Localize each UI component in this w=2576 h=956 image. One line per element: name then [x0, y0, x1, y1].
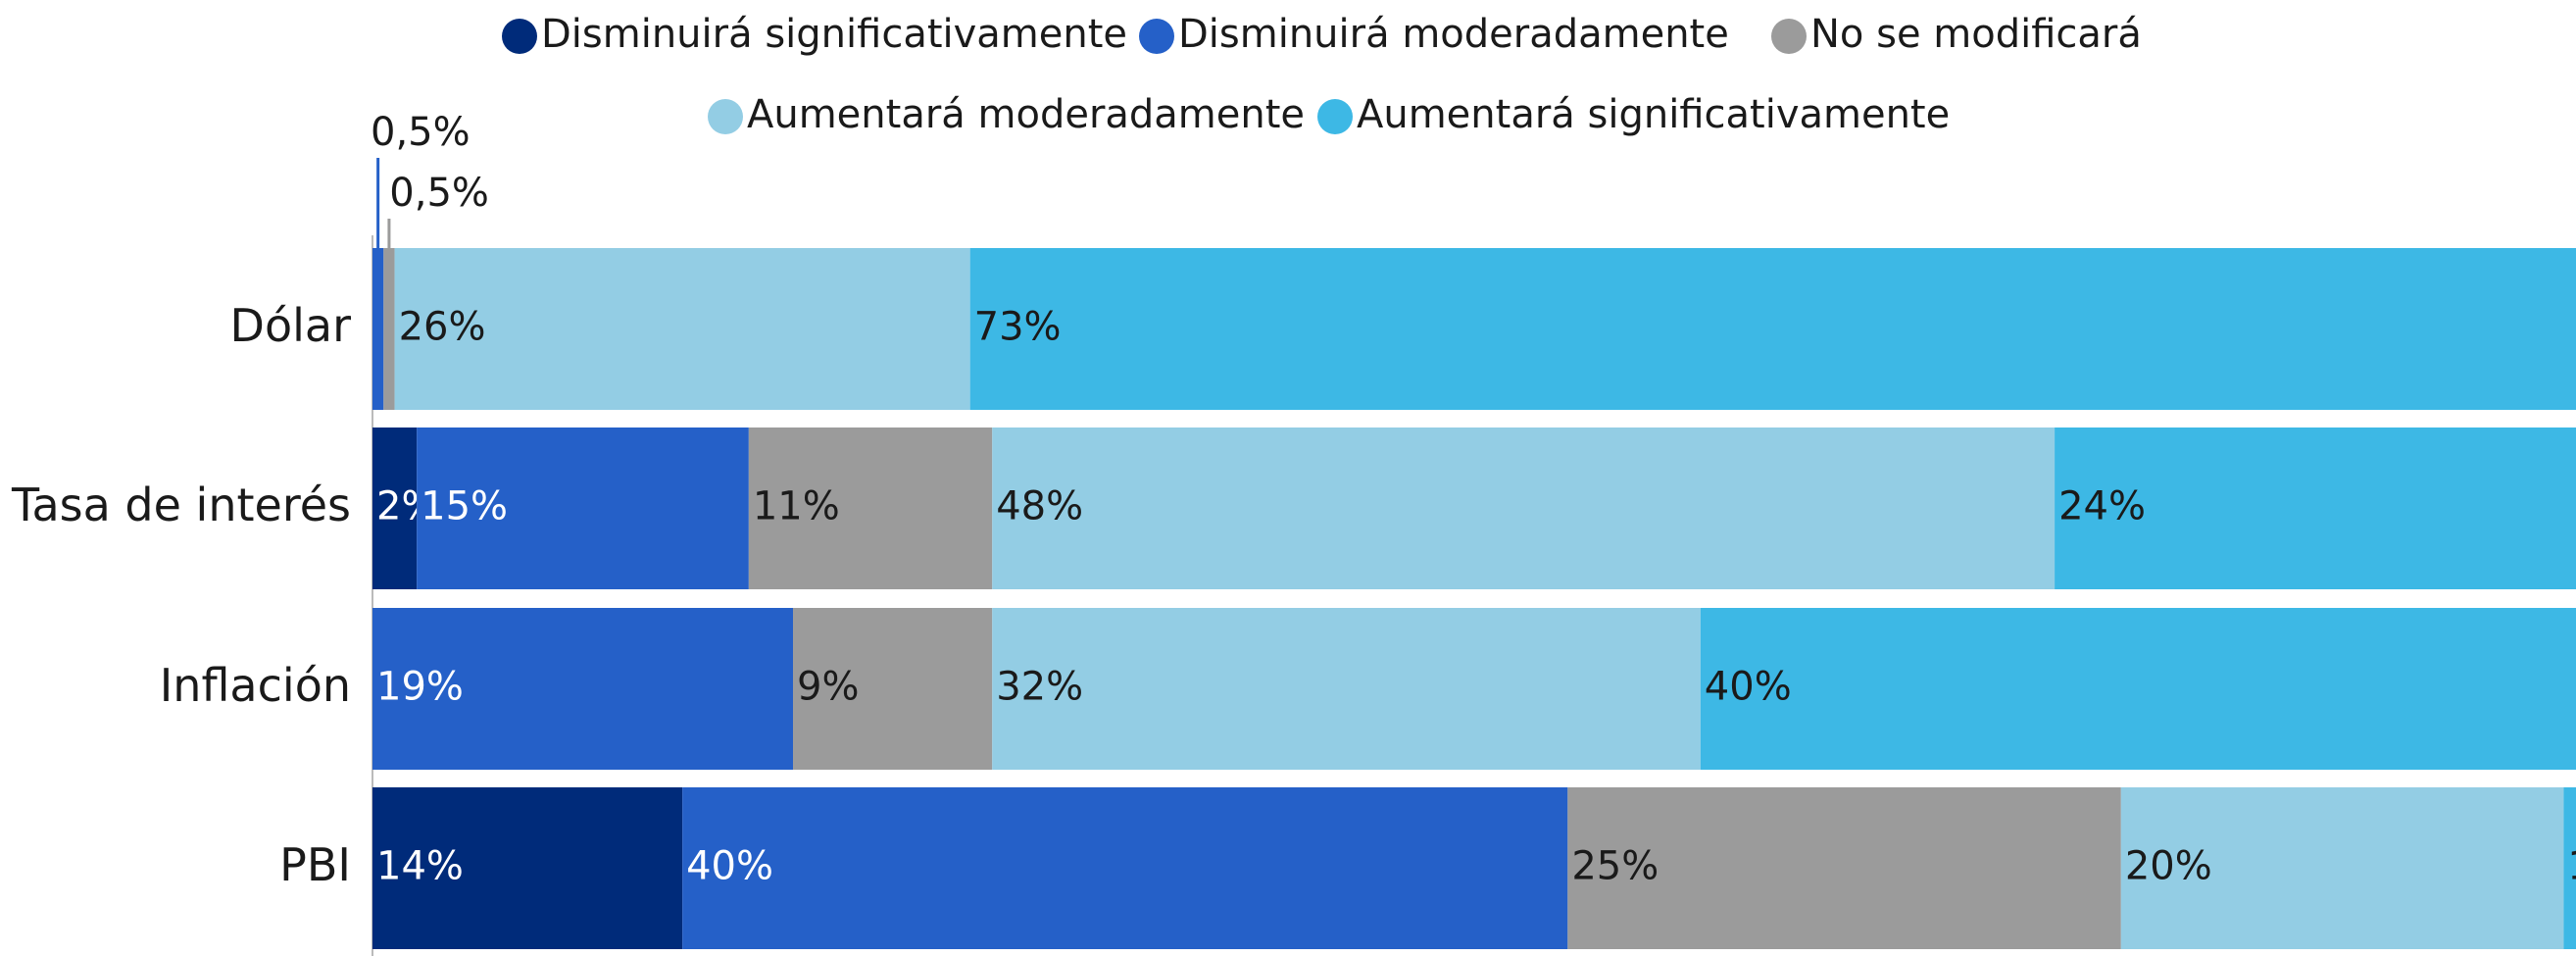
- value-label: 15%: [421, 484, 508, 529]
- value-label: 14%: [376, 844, 464, 889]
- bar-segment: [2055, 428, 2576, 589]
- bar-segment: [372, 428, 418, 589]
- category-label: Dólar: [230, 299, 352, 352]
- bar-segment: [383, 248, 395, 410]
- bar-segment: [372, 787, 683, 949]
- value-label: 20%: [2125, 844, 2212, 889]
- value-label: 0,5%: [371, 110, 471, 155]
- value-label: 40%: [1705, 665, 1792, 710]
- value-label: 24%: [2058, 484, 2146, 529]
- bar-segment: [2563, 787, 2576, 949]
- value-label: 26%: [399, 305, 486, 350]
- legend-marker: [502, 19, 537, 54]
- legend-label: No se modificará: [1810, 12, 2142, 57]
- value-label: 0,5%: [389, 171, 489, 216]
- legend-label: Disminuirá moderadamente: [1178, 12, 1729, 57]
- bar-segment: [992, 608, 1701, 770]
- value-label: 19%: [376, 665, 464, 710]
- bar-segment: [372, 608, 794, 770]
- value-label: 73%: [974, 305, 1062, 350]
- bar-segment: [394, 248, 970, 410]
- bar-segment: [1567, 787, 2121, 949]
- bar-segment: [1700, 608, 2576, 770]
- legend-label: Aumentará significativamente: [1357, 92, 1950, 137]
- bar-segment: [992, 428, 2056, 589]
- category-label: PBI: [279, 838, 351, 891]
- value-label: 11%: [753, 484, 840, 529]
- category-label: Tasa de interés: [11, 478, 351, 531]
- legend-marker: [708, 99, 743, 134]
- bar-segment: [748, 428, 993, 589]
- legend-label: Disminuirá significativamente: [541, 12, 1127, 57]
- bar-segment: [2120, 787, 2564, 949]
- bar-segment: [682, 787, 1568, 949]
- legend-marker: [1139, 19, 1174, 54]
- value-label: 9%: [797, 665, 859, 710]
- value-label: 25%: [1571, 844, 1659, 889]
- bar-segment: [417, 428, 749, 589]
- legend-marker: [1317, 99, 1353, 134]
- value-label: 48%: [996, 484, 1083, 529]
- value-label: 32%: [996, 665, 1083, 710]
- value-label: 1%: [2567, 844, 2576, 889]
- category-label: Inflación: [160, 659, 351, 712]
- bar-segment: [969, 248, 2576, 410]
- bar-segment: [372, 248, 384, 410]
- legend-marker: [1771, 19, 1807, 54]
- legend-label: Aumentará moderadamente: [747, 92, 1305, 137]
- value-label: 40%: [686, 844, 773, 889]
- bar-segment: [793, 608, 993, 770]
